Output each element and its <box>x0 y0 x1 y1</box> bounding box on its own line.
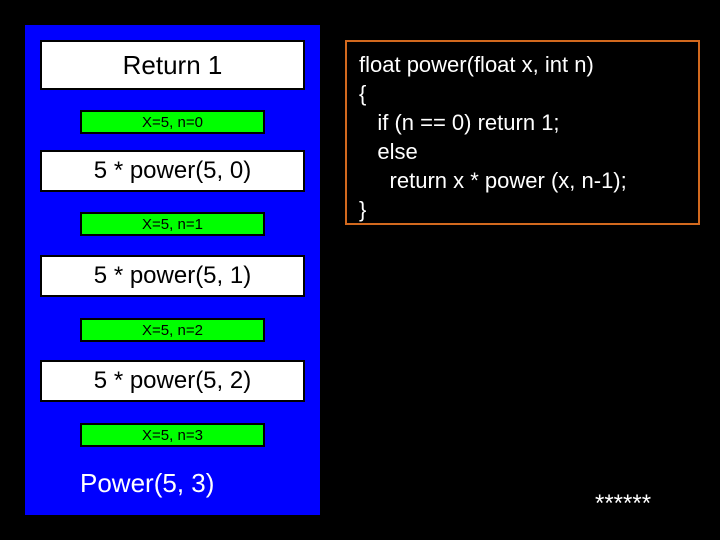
code-line-4: return x * power (x, n-1); <box>359 166 686 195</box>
call-box-0-text: 5 * power(5, 0) <box>94 157 251 185</box>
call-box-0: 5 * power(5, 0) <box>40 150 305 192</box>
initial-call-text: Power(5, 3) <box>80 468 214 498</box>
state-label-2: X=5, n=2 <box>80 318 265 342</box>
code-line-1: { <box>359 79 686 108</box>
return-text: Return 1 <box>123 50 223 81</box>
state-label-2-text: X=5, n=2 <box>142 322 203 339</box>
code-block: float power(float x, int n) { if (n == 0… <box>345 40 700 225</box>
code-line-5: } <box>359 195 686 224</box>
code-line-3: else <box>359 137 686 166</box>
code-line-0: float power(float x, int n) <box>359 50 686 79</box>
state-label-1: X=5, n=1 <box>80 212 265 236</box>
code-line-2: if (n == 0) return 1; <box>359 108 686 137</box>
state-label-1-text: X=5, n=1 <box>142 216 203 233</box>
state-label-3-text: X=5, n=3 <box>142 427 203 444</box>
state-label-0: X=5, n=0 <box>80 110 265 134</box>
return-box: Return 1 <box>40 40 305 90</box>
initial-call-label: Power(5, 3) <box>80 468 214 499</box>
call-box-1-text: 5 * power(5, 1) <box>94 262 251 290</box>
call-box-2: 5 * power(5, 2) <box>40 360 305 402</box>
call-box-2-text: 5 * power(5, 2) <box>94 367 251 395</box>
state-label-0-text: X=5, n=0 <box>142 114 203 131</box>
call-box-1: 5 * power(5, 1) <box>40 255 305 297</box>
state-label-3: X=5, n=3 <box>80 423 265 447</box>
stars-decoration: ****** <box>595 490 651 518</box>
stars-text: ****** <box>595 490 651 517</box>
